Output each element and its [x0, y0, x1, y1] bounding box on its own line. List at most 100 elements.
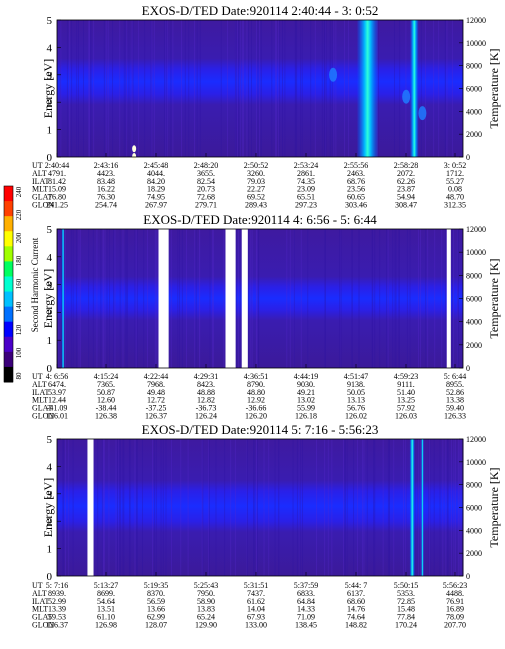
orbit-row-label: ALT [32, 589, 47, 598]
orbit-row-label: ALT [32, 380, 47, 389]
orbit-cell: 4:59:23 [394, 372, 418, 381]
colorbar-segment [4, 321, 13, 338]
panel-title: EXOS-D/TED Date:920114 5: 7:16 - 5:56:23 [142, 422, 379, 437]
orbit-row-label: UT [32, 372, 43, 381]
orbit-cell: 69.52 [247, 193, 265, 202]
orbit-row-label: GLAT [32, 404, 53, 413]
orbit-cell: 12.92 [247, 396, 265, 405]
orbit-cell: 126.38 [95, 412, 117, 421]
colorbar-segment [4, 351, 13, 368]
y2-tick-label: 0 [466, 572, 470, 581]
colorbar-segment [4, 366, 13, 383]
orbit-cell: 8790. [247, 380, 265, 389]
orbit-row-label: GLON [32, 412, 54, 421]
orbit-row-label: ILAT [32, 388, 49, 397]
y-tick-label: 2 [47, 97, 53, 109]
colorbar-segment [4, 291, 13, 308]
orbit-cell: 4488. [446, 589, 464, 598]
y-axis-label: Energy [eV] [41, 478, 55, 537]
orbit-cell: 84.20 [147, 177, 165, 186]
orbit-cell: 23.09 [297, 185, 315, 194]
orbit-cell: 4044. [147, 169, 165, 178]
orbit-cell: 72.85 [397, 597, 415, 606]
y2-tick-label: 6000 [466, 85, 482, 94]
orbit-cell: 62.99 [147, 613, 165, 622]
y-axis-label: Energy [eV] [41, 269, 55, 328]
orbit-cell: 55.27 [446, 177, 464, 186]
orbit-cell: 60.65 [347, 193, 365, 202]
y2-tick-label: 12000 [466, 225, 486, 234]
orbit-cell: 254.74 [95, 201, 117, 210]
orbit-cell: 77.84 [397, 613, 415, 622]
orbit-cell: 13.13 [347, 396, 365, 405]
y-tick-label: 1 [47, 125, 53, 137]
y-tick-label: 4 [47, 252, 53, 264]
y-tick-label: 0 [47, 152, 53, 164]
orbit-cell: 3260. [247, 169, 265, 178]
spectrogram-spot [132, 145, 137, 153]
orbit-cell: 51.40 [397, 388, 415, 397]
y2-axis-label: Temperature [K] [487, 467, 501, 547]
colorbar-label: Second Harmonic Current [30, 237, 40, 332]
orbit-cell: 76.91 [446, 597, 464, 606]
y-tick-label: 0 [47, 363, 53, 375]
orbit-cell: 9111. [397, 380, 414, 389]
spectrogram-stripe [61, 229, 65, 368]
colorbar-tick-label: 240 [15, 186, 23, 197]
orbit-cell: 12.82 [197, 396, 215, 405]
colorbar-segment [4, 336, 13, 353]
orbit-cell: 68.76 [347, 177, 365, 186]
orbit-cell: 56.59 [147, 597, 165, 606]
orbit-cell: 81.42 [48, 177, 66, 186]
orbit-cell: 2463. [347, 169, 365, 178]
orbit-cell: -37.25 [146, 404, 167, 413]
orbit-cell: 4:36:51 [244, 372, 268, 381]
orbit-cell: 48.88 [197, 388, 215, 397]
y2-tick-label: 10000 [466, 248, 486, 257]
orbit-cell: 74.95 [147, 193, 165, 202]
orbit-cell: 13.38 [446, 396, 464, 405]
orbit-cell: 126.01 [46, 412, 68, 421]
orbit-cell: 83.48 [97, 177, 115, 186]
orbit-cell: 13.83 [197, 605, 215, 614]
orbit-cell: 16.22 [97, 185, 115, 194]
data-gap [241, 228, 248, 368]
y2-tick-label: 0 [466, 153, 470, 162]
panel-title: EXOS-D/TED Date:920114 4: 6:56 - 5: 6:44 [143, 212, 377, 227]
data-gap [158, 228, 169, 368]
orbit-cell: 8370. [147, 589, 165, 598]
orbit-cell: 2:50:52 [244, 161, 268, 170]
y2-axis-label: Temperature [K] [487, 258, 501, 338]
panel-title: EXOS-D/TED Date:920114 2:40:44 - 3: 0:52 [142, 3, 379, 18]
orbit-table: UT 4: 6:56 4:15:24 4:22:44 4:29:31 4:36:51 4:4… [32, 372, 466, 421]
orbit-cell: 54.64 [97, 597, 115, 606]
orbit-cell: 2:43:16 [94, 161, 118, 170]
orbit-cell: 13.25 [397, 396, 415, 405]
orbit-row-label: GLON [32, 621, 54, 630]
orbit-cell: 13.39 [48, 605, 66, 614]
y-tick-label: 4 [47, 461, 53, 473]
spectrogram-panel-2: EXOS-D/TED Date:920114 4: 6:56 - 5: 6:44… [32, 212, 501, 421]
data-gap [225, 228, 236, 368]
orbit-row-label: ILAT [32, 597, 49, 606]
spectrogram-area [57, 439, 463, 576]
orbit-cell: 12.72 [147, 396, 165, 405]
orbit-cell: 76.30 [97, 193, 115, 202]
orbit-cell: 279.71 [195, 201, 217, 210]
orbit-cell: 6474. [48, 380, 66, 389]
orbit-cell: 2:55:56 [344, 161, 368, 170]
spectrogram-panel-3: EXOS-D/TED Date:920114 5: 7:16 - 5:56:23… [32, 422, 501, 630]
orbit-cell: -38.44 [96, 404, 117, 413]
orbit-cell: 126.24 [195, 412, 217, 421]
orbit-cell: 4:22:44 [144, 372, 168, 381]
y2-tick-label: 6000 [466, 504, 482, 513]
orbit-cell: 78.09 [446, 613, 464, 622]
orbit-cell: 14.76 [347, 605, 365, 614]
colorbar: 240 220 200 180 160 140 120 100 80 Second Harmoni… [3, 185, 40, 383]
colorbar-frame [3, 185, 14, 383]
orbit-cell: 129.90 [195, 621, 217, 630]
orbit-cell: 3655. [197, 169, 215, 178]
orbit-cell: 2:40:44 [45, 161, 69, 170]
spectrogram-stripe [421, 439, 424, 576]
orbit-cell: 67.93 [247, 613, 265, 622]
